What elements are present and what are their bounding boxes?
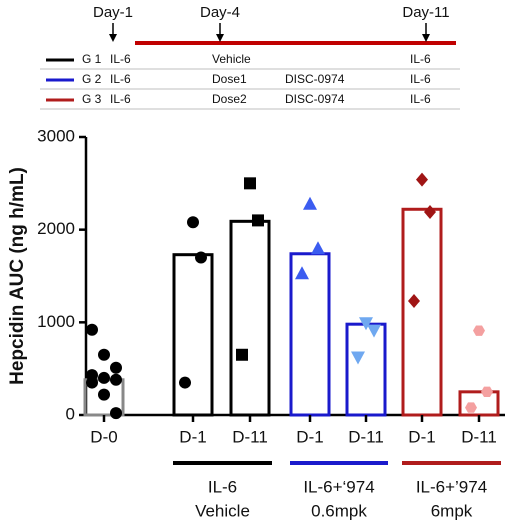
data-point xyxy=(110,373,122,386)
data-point xyxy=(86,323,98,336)
group-name: G 1 xyxy=(82,52,102,66)
x-tick-label: D-1 xyxy=(408,427,435,446)
y-tick-label: 0 xyxy=(66,404,75,423)
day-label: Day-1 xyxy=(93,4,133,21)
schedule-cell: IL-6 xyxy=(110,92,131,106)
data-point xyxy=(195,251,207,264)
data-point xyxy=(110,407,122,420)
data-point xyxy=(98,388,110,401)
schedule-cell: IL-6 xyxy=(410,52,431,66)
data-point xyxy=(252,214,264,227)
schedule-cell: IL-6 xyxy=(410,92,431,106)
group-label: IL-6+‘974 xyxy=(303,477,374,496)
data-point xyxy=(295,266,309,280)
data-point xyxy=(367,324,381,338)
data-point xyxy=(465,402,477,413)
data-point xyxy=(179,376,191,389)
x-tick-label: D-0 xyxy=(90,427,117,446)
group-label: IL-6+’974 xyxy=(416,477,487,496)
data-point xyxy=(86,376,98,389)
data-point xyxy=(110,361,122,374)
data-point xyxy=(98,371,110,384)
group-label: 0.6mpk xyxy=(311,501,367,520)
x-tick-label: D-11 xyxy=(232,427,268,446)
data-point xyxy=(303,196,317,210)
schedule-cell: Dose2 xyxy=(212,92,247,106)
data-point xyxy=(351,351,365,365)
bar xyxy=(345,322,387,417)
y-tick-label: 1000 xyxy=(37,312,75,331)
data-point xyxy=(481,386,493,398)
x-tick-label: D-11 xyxy=(348,427,384,446)
x-tick-label: D-1 xyxy=(296,427,323,446)
schedule-cell: DISC-0974 xyxy=(285,72,345,86)
data-point xyxy=(416,172,428,187)
day-arrowhead xyxy=(422,34,430,42)
schedule-cell: IL-6 xyxy=(410,72,431,86)
data-point xyxy=(359,317,373,331)
data-point xyxy=(473,325,485,336)
group-name: G 2 xyxy=(82,72,102,86)
bar xyxy=(229,219,271,417)
bar xyxy=(458,390,500,417)
day-label: Day-4 xyxy=(200,4,240,21)
y-tick-label: 3000 xyxy=(37,126,75,145)
x-tick-label: D-11 xyxy=(461,427,497,446)
group-label: IL-6 xyxy=(208,477,237,496)
schedule-cell: IL-6 xyxy=(110,52,131,66)
schedule-cell: IL-6 xyxy=(110,72,131,86)
y-tick-label: 2000 xyxy=(37,219,75,238)
schedule-cell: DISC-0974 xyxy=(285,92,345,106)
data-point xyxy=(311,241,325,255)
day-arrowhead xyxy=(109,34,117,42)
bar xyxy=(172,253,214,417)
y-axis-label: Hepcidin AUC (ng h/mL) xyxy=(7,167,28,385)
data-point xyxy=(244,177,256,190)
schedule-cell: Vehicle xyxy=(212,52,251,66)
day-label: Day-11 xyxy=(402,4,449,21)
group-label: 6mpk xyxy=(431,501,473,520)
day-arrowhead xyxy=(216,34,224,42)
data-point xyxy=(98,348,110,361)
x-tick-label: D-1 xyxy=(179,427,206,446)
group-name: G 3 xyxy=(82,92,102,106)
group-label: Vehicle xyxy=(195,501,250,520)
data-point xyxy=(408,294,420,309)
data-point xyxy=(187,216,199,229)
bar xyxy=(401,207,443,417)
data-point xyxy=(424,205,436,220)
schedule-cell: Dose1 xyxy=(212,72,247,86)
data-point xyxy=(236,348,248,361)
